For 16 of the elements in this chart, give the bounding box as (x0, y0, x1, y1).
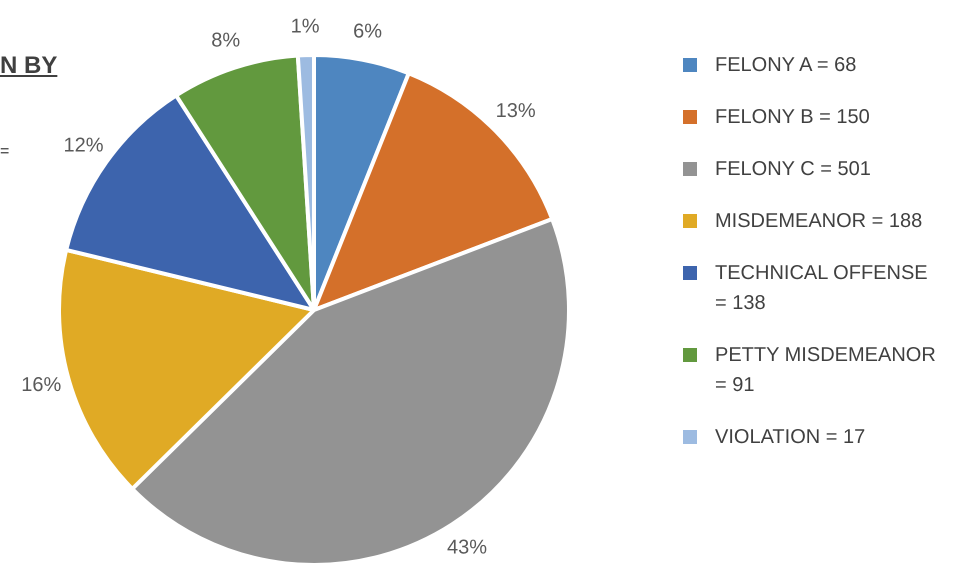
text: N BY (0, 52, 58, 80)
legend-label: PETTY MISDEMEANOR = 91 (715, 343, 937, 398)
data-label: 43% (446, 536, 488, 559)
text: = (0, 143, 10, 161)
data-label: 6% (353, 20, 382, 43)
legend-label: MISDEMEANOR = 188 (715, 209, 922, 234)
data-label: 1% (290, 16, 320, 38)
data-label: 16% (21, 374, 62, 396)
legend-label: FELONY B = 150 (715, 105, 870, 130)
legend-label: VIOLATION = 17 (715, 425, 866, 450)
legend-label: TECHNICAL OFFENSE = 138 (715, 261, 929, 316)
data-label: 8% (211, 30, 240, 52)
data-label: 13% (496, 100, 536, 122)
legend-label: FELONY C = 501 (715, 157, 871, 182)
data-label: 12% (63, 134, 104, 156)
legend-label: FELONY A = 68 (715, 53, 856, 78)
